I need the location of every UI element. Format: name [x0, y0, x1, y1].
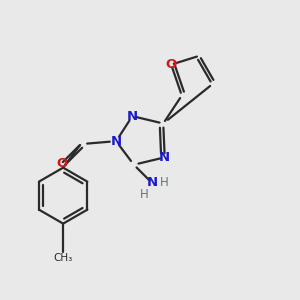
Text: N: N: [111, 135, 122, 148]
Text: H: H: [160, 176, 169, 189]
Text: H: H: [140, 188, 148, 201]
Text: O: O: [56, 157, 67, 170]
Text: N: N: [159, 151, 170, 164]
Text: N: N: [127, 110, 138, 123]
Text: CH₃: CH₃: [53, 253, 73, 263]
Text: N: N: [146, 176, 158, 190]
Text: O: O: [166, 58, 177, 71]
